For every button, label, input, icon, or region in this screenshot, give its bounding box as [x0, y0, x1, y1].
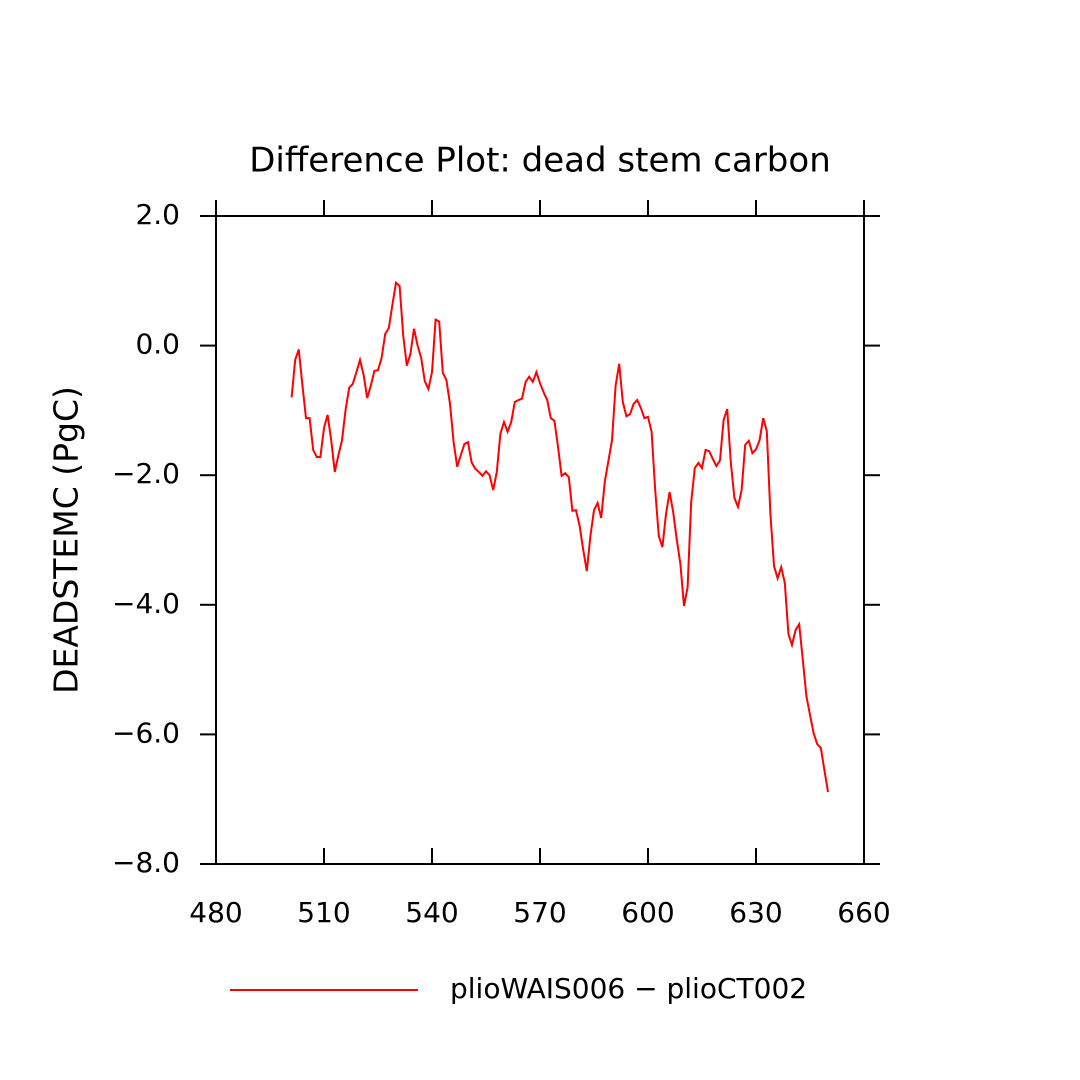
- y-tick-label: 2.0: [135, 198, 180, 231]
- x-tick-label: 600: [621, 896, 674, 929]
- x-tick-label: 660: [837, 896, 890, 929]
- legend-label: plioWAIS006 − plioCT002: [450, 972, 807, 1005]
- y-tick-label: 0.0: [135, 328, 180, 361]
- x-tick-label: 510: [297, 896, 350, 929]
- y-tick-label: −4.0: [112, 587, 180, 620]
- y-tick-label: −2.0: [112, 457, 180, 490]
- plot-frame: [215, 215, 865, 865]
- x-tick-label: 630: [729, 896, 782, 929]
- data-line: [290, 280, 829, 793]
- x-tick-label: 540: [405, 896, 458, 929]
- y-tick-label: −6.0: [112, 716, 180, 749]
- y-tick-label: −8.0: [112, 846, 180, 879]
- y-axis-label: DEADSTEMC (PgC): [47, 386, 86, 694]
- x-tick-label: 570: [513, 896, 566, 929]
- x-tick-label: 480: [189, 896, 242, 929]
- chart-title: Difference Plot: dead stem carbon: [249, 141, 831, 181]
